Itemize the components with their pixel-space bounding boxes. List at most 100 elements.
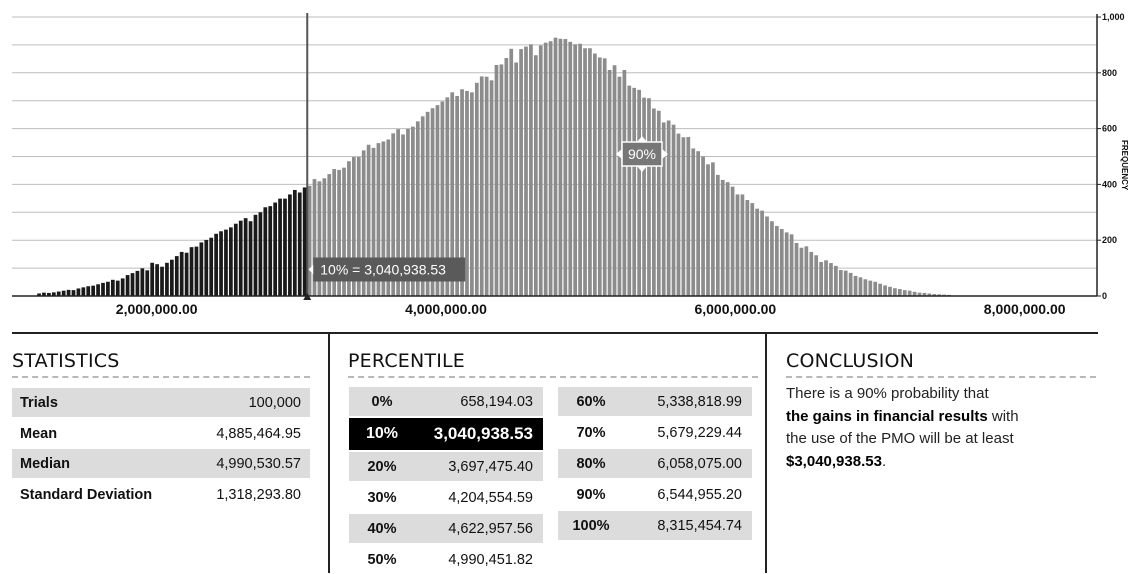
histogram-bar: [337, 169, 341, 296]
histogram-bar: [450, 92, 455, 296]
percentile-row: 80% 6,058,075.00: [558, 449, 752, 478]
histogram-bar: [381, 141, 386, 296]
histogram-bar: [932, 294, 937, 296]
histogram-bar: [278, 198, 282, 296]
histogram-bar: [145, 270, 150, 296]
histogram-bar: [494, 64, 499, 296]
histogram-bar: [927, 293, 932, 296]
histogram-bar: [106, 281, 110, 296]
histogram-bar: [430, 108, 435, 296]
conclusion-line: There is a 90% probability that: [786, 385, 989, 402]
histogram-bar: [91, 285, 96, 296]
histogram-bar: [327, 174, 332, 296]
histogram-bar: [243, 218, 248, 296]
percentile-value: 6,544,955.20: [657, 486, 742, 503]
histogram-bar: [273, 202, 278, 296]
section-divider-1: [328, 334, 330, 573]
histogram-bar: [647, 98, 651, 297]
histogram-bar: [229, 227, 233, 296]
percentile-panel: PERCENTILE 0% 658,194.03 10% 3,040,938.5…: [330, 334, 765, 573]
percentile-title: PERCENTILE: [348, 350, 466, 372]
conclusion-amount: $3,040,938.53: [786, 452, 882, 470]
histogram-bar: [838, 270, 843, 296]
histogram-bar: [765, 216, 769, 296]
percentile-row: 20% 3,697,475.40: [349, 452, 543, 481]
histogram-bar: [819, 261, 823, 296]
histogram-bar: [356, 157, 361, 296]
section-divider-2: [765, 334, 767, 573]
histogram-bar: [465, 90, 469, 296]
histogram-bar: [730, 186, 735, 296]
stat-value: 100,000: [248, 394, 301, 411]
histogram-bar: [519, 49, 523, 297]
histogram-bar: [617, 76, 622, 297]
percentile-label: 30%: [367, 489, 397, 506]
conclusion-title: CONCLUSION: [786, 350, 915, 372]
y-tick-label: 0: [1102, 291, 1107, 301]
x-tick-label: 8,000,000.00: [984, 301, 1066, 317]
histogram-bar: [312, 179, 317, 296]
histogram-bar: [863, 279, 868, 296]
stat-row-mean: Mean 4,885,464.95: [12, 419, 310, 448]
histogram-bar: [888, 286, 892, 296]
region-arrow-up-icon: [637, 136, 647, 142]
histogram-bar: [691, 148, 696, 296]
histogram-bar: [470, 92, 474, 296]
histogram-bar: [204, 239, 209, 296]
conclusion-dash: [786, 376, 1096, 378]
histogram-bar: [789, 234, 794, 296]
histogram-bar: [893, 288, 897, 296]
histogram-bar: [140, 268, 145, 296]
histogram-bar: [81, 287, 86, 296]
histogram-bar: [110, 279, 115, 296]
histogram-bar: [288, 194, 292, 296]
percentile-row: 70% 5,679,229.44: [558, 418, 752, 447]
histogram-bar: [219, 231, 223, 296]
histogram-bar: [297, 192, 302, 296]
histogram-bar: [150, 262, 155, 296]
histogram-bar: [779, 229, 784, 296]
stat-value: 1,318,293.80: [216, 486, 301, 503]
region-label: 90%: [628, 146, 656, 162]
histogram-bar: [824, 260, 828, 296]
histogram-bar: [834, 265, 838, 296]
x-tick-label: 6,000,000.00: [694, 301, 776, 317]
histogram-bar: [666, 120, 671, 296]
histogram-bar: [607, 70, 612, 296]
histogram-bar: [897, 289, 902, 296]
percentile-value: 5,338,818.99: [657, 393, 742, 410]
histogram-bar: [268, 206, 273, 296]
histogram-bar: [238, 220, 243, 296]
x-tick-label: 2,000,000.00: [116, 301, 198, 317]
histogram-bar: [317, 181, 322, 296]
histogram-bar: [125, 275, 130, 296]
percentile-row: 60% 5,338,818.99: [558, 387, 752, 416]
histogram-bar: [711, 162, 715, 296]
histogram-bar: [706, 164, 710, 296]
percentile-row: 0% 658,194.03: [349, 387, 543, 416]
histogram-bar: [51, 292, 56, 296]
histogram-bar: [135, 270, 140, 296]
histogram-bar: [583, 48, 587, 296]
histogram-chart: 0 200 400 600 800 1,000 FREQUENCY 2,000,000.00 4…: [12, 12, 1129, 317]
histogram-bar: [632, 87, 637, 296]
histogram-bar: [445, 97, 450, 297]
histogram-bar: [386, 139, 391, 296]
histogram-bar: [829, 263, 833, 296]
histogram-bar: [76, 288, 81, 296]
histogram-bar: [563, 39, 568, 296]
histogram-bar: [71, 290, 76, 296]
histogram-bar: [937, 294, 942, 296]
histogram-bar: [548, 41, 553, 297]
y-tick-label: 1,000: [1102, 12, 1125, 22]
stat-value: 4,885,464.95: [216, 425, 301, 442]
statistics-panel: STATISTICS Trials 100,000 Mean 4,885,464…: [0, 334, 328, 573]
histogram-bar: [415, 121, 420, 296]
section-divider-horizontal: [12, 332, 1098, 334]
stat-label: Standard Deviation: [20, 486, 153, 503]
histogram-bar: [735, 194, 740, 296]
histogram-bar: [686, 136, 691, 296]
histogram-bar: [809, 251, 814, 296]
percentile-row: 50% 4,990,451.82: [349, 545, 543, 574]
histogram-bar: [366, 144, 371, 296]
